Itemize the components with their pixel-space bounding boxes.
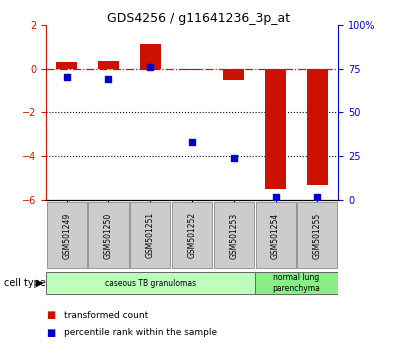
FancyBboxPatch shape <box>214 202 254 268</box>
Text: GSM501251: GSM501251 <box>146 212 155 258</box>
Point <box>272 194 279 199</box>
Text: GSM501254: GSM501254 <box>271 212 280 258</box>
FancyBboxPatch shape <box>297 202 338 268</box>
Text: normal lung
parenchyma: normal lung parenchyma <box>273 274 320 293</box>
Text: GDS4256 / g11641236_3p_at: GDS4256 / g11641236_3p_at <box>107 12 291 25</box>
Point <box>189 139 195 145</box>
Text: GSM501252: GSM501252 <box>187 212 197 258</box>
Text: GSM501249: GSM501249 <box>62 212 71 258</box>
Bar <box>265 69 286 189</box>
Text: ■: ■ <box>46 328 55 338</box>
Bar <box>181 69 203 70</box>
FancyBboxPatch shape <box>255 272 338 295</box>
Text: GSM501250: GSM501250 <box>104 212 113 258</box>
Bar <box>56 62 77 69</box>
Point <box>64 75 70 80</box>
Bar <box>140 45 161 69</box>
Text: cell type: cell type <box>4 278 46 288</box>
Text: ▶: ▶ <box>35 278 43 288</box>
Point <box>231 155 237 161</box>
Point <box>147 64 154 70</box>
FancyBboxPatch shape <box>172 202 212 268</box>
Text: percentile rank within the sample: percentile rank within the sample <box>64 328 217 337</box>
Text: ■: ■ <box>46 310 55 320</box>
FancyBboxPatch shape <box>47 202 87 268</box>
FancyBboxPatch shape <box>256 202 296 268</box>
FancyBboxPatch shape <box>88 202 129 268</box>
Bar <box>307 69 328 185</box>
Point <box>314 194 321 199</box>
FancyBboxPatch shape <box>130 202 170 268</box>
Text: transformed count: transformed count <box>64 310 148 320</box>
Point <box>105 76 111 82</box>
FancyBboxPatch shape <box>46 272 255 295</box>
Text: caseous TB granulomas: caseous TB granulomas <box>105 279 196 288</box>
Bar <box>223 69 244 80</box>
Bar <box>98 61 119 69</box>
Text: GSM501253: GSM501253 <box>229 212 238 258</box>
Text: GSM501255: GSM501255 <box>313 212 322 258</box>
